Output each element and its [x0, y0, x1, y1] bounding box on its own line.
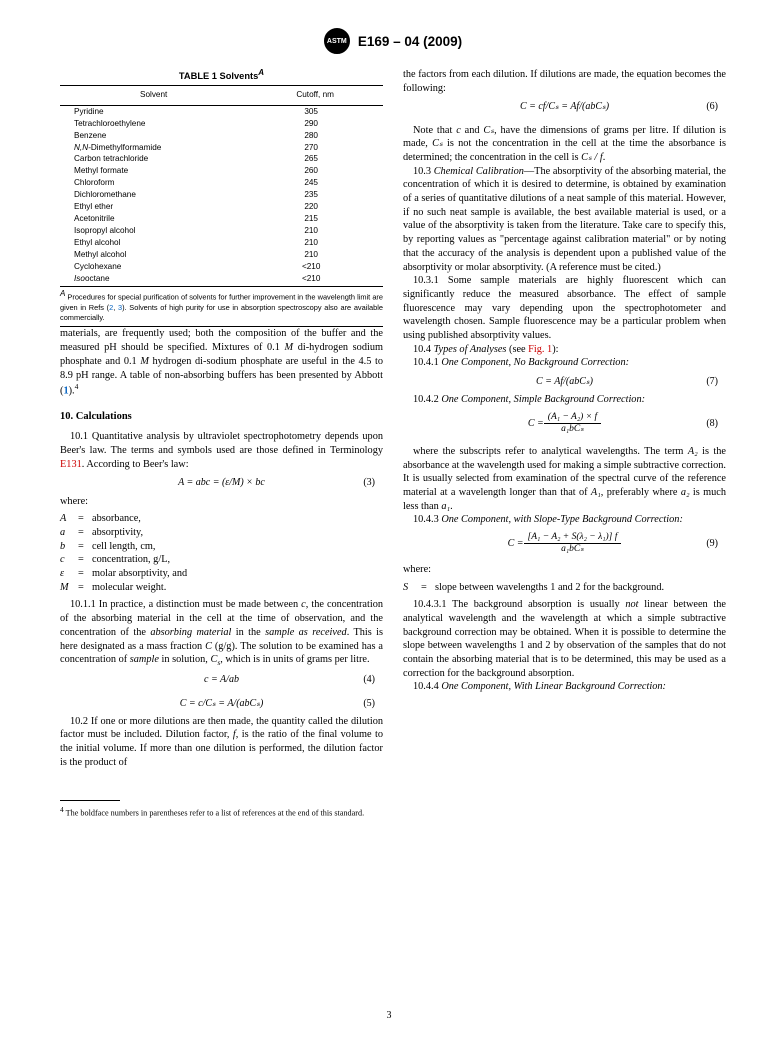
table-row: Isooctane<210 [60, 273, 383, 287]
right-column: the factors from each dilution. If dilut… [403, 68, 726, 819]
page-header: ASTM E169 – 04 (2009) [60, 28, 726, 54]
equation-4: c = A/ab(4) [60, 673, 383, 686]
paragraph-10-4-2: 10.4.2 One Component, Simple Background … [403, 393, 726, 407]
table-caption: TABLE 1 SolventsA [60, 68, 383, 82]
paragraph-buffers: materials, are frequently used; both the… [60, 327, 383, 398]
symbol-definitions: A=absorbance,a=absorptivity,b=cell lengt… [60, 512, 383, 594]
symbol-definition-s: S=slope between wavelengths 1 and 2 for … [403, 581, 726, 595]
paragraph-10-4: 10.4 Types of Analyses (see Fig. 1): [403, 343, 726, 357]
paragraph-10-3: 10.3 Chemical Calibration—The absorptivi… [403, 165, 726, 275]
table-row: Carbon tetrachloride265 [60, 154, 383, 166]
footnote-4: 4 The boldface numbers in parentheses re… [60, 805, 383, 819]
paragraph-note-dimensions: Note that c and Cₛ, have the dimensions … [403, 124, 726, 165]
where-label: where: [60, 495, 383, 509]
table-row: Tetrachloroethylene290 [60, 118, 383, 130]
table-row: Ethyl alcohol210 [60, 237, 383, 249]
document-designation: E169 – 04 (2009) [358, 34, 462, 49]
equation-7: C = Af/(abCₛ)(7) [403, 375, 726, 388]
table-header-solvent: Solvent [60, 86, 247, 106]
equation-6: C = cf/Cₛ = Af/(abCₛ)(6) [403, 100, 726, 113]
table-row: Acetonitrile215 [60, 214, 383, 226]
table-row: Isopropyl alcohol210 [60, 225, 383, 237]
section-10-heading: 10. Calculations [60, 410, 383, 424]
equation-3: A = abc = (ε/M) × bc(3) [60, 476, 383, 489]
table-caption-footnote-ref: A [258, 68, 264, 77]
table-footnote: A Procedures for special purification of… [60, 289, 383, 327]
paragraph-10-3-1: 10.3.1 Some sample materials are highly … [403, 274, 726, 342]
page-number: 3 [0, 1010, 778, 1021]
equation-5: C = c/Cₛ = A/(abCₛ)(5) [60, 697, 383, 710]
table-row: Cyclohexane<210 [60, 261, 383, 273]
paragraph-10-2: 10.2 If one or more dilutions are then m… [60, 715, 383, 770]
figure-link-1[interactable]: Fig. 1 [528, 344, 552, 355]
table-row: Ethyl ether220 [60, 202, 383, 214]
table-row: Methyl alcohol210 [60, 249, 383, 261]
left-column: TABLE 1 SolventsA Solvent Cutoff, nm Pyr… [60, 68, 383, 819]
paragraph-subscripts: where the subscripts refer to analytical… [403, 445, 726, 513]
table-row: Dichloromethane235 [60, 190, 383, 202]
paragraph-10-1-1: 10.1.1 In practice, a distinction must b… [60, 598, 383, 668]
table-row: Methyl formate260 [60, 166, 383, 178]
equation-8: C = (A₁ − A₂) × fa₁bCₛ (8) [403, 412, 726, 435]
paragraph-10-4-3-1: 10.4.3.1 The background absorption is us… [403, 598, 726, 680]
equation-9: C = [A₁ − A₂ + S(λ₂ − λ₁)] fa₁bCₛ (9) [403, 532, 726, 555]
footnote-separator [60, 800, 120, 801]
table-row: N,N-Dimethylformamide270 [60, 142, 383, 154]
table-row: Pyridine305 [60, 106, 383, 118]
table-header-cutoff: Cutoff, nm [247, 86, 383, 106]
paragraph-10-1: 10.1 Quantitative analysis by ultraviole… [60, 430, 383, 471]
solvents-table: Solvent Cutoff, nm Pyridine305Tetrachlor… [60, 85, 383, 287]
where-label-2: where: [403, 563, 726, 577]
table-row: Chloroform245 [60, 178, 383, 190]
table-row: Benzene280 [60, 130, 383, 142]
astm-logo: ASTM [324, 28, 350, 54]
paragraph-factors-continuation: the factors from each dilution. If dilut… [403, 68, 726, 95]
terminology-link-e131[interactable]: E131 [60, 459, 82, 470]
paragraph-10-4-3: 10.4.3 One Component, with Slope-Type Ba… [403, 513, 726, 527]
paragraph-10-4-4: 10.4.4 One Component, With Linear Backgr… [403, 680, 726, 694]
paragraph-10-4-1: 10.4.1 One Component, No Background Corr… [403, 356, 726, 370]
